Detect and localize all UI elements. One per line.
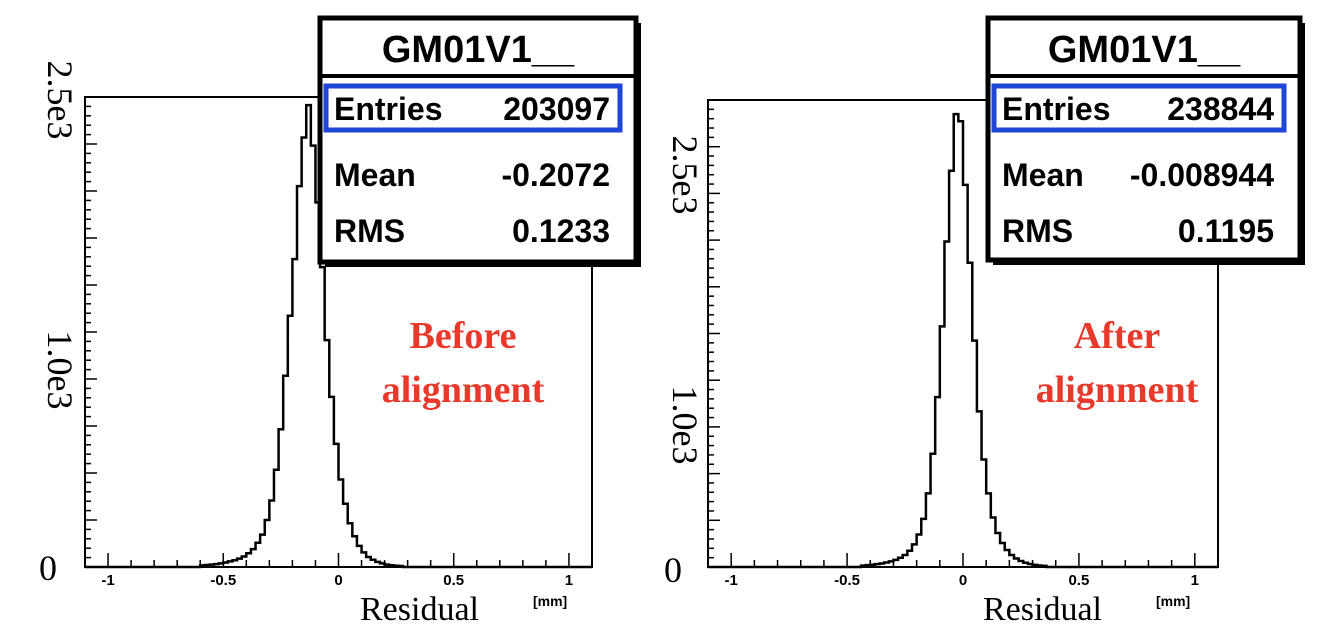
annotation-line-2: alignment [382,369,545,411]
x-axis-unit: [mm] [1156,593,1190,609]
stats-row-value: 203097 [503,91,610,127]
x-axis-unit: [mm] [533,593,567,609]
entries-highlight [991,83,1287,133]
stats-row-value: -0.008944 [1130,157,1274,193]
y-tick-label: 2.5e3 [40,61,80,140]
stats-row-label: Mean [1002,157,1084,193]
y-tick-label: 1.0e3 [40,331,80,410]
annotation-line-2: alignment [1036,369,1199,411]
x-tick-label: 0 [334,572,342,589]
x-tick-label: -0.5 [834,572,860,589]
x-tick-label: 0.5 [443,572,464,589]
stats-row-label: RMS [1002,213,1073,249]
y-tick-label: 2.5e3 [665,136,705,215]
stats-row-label: Entries [1002,91,1110,127]
stats-row-value: 0.1195 [1178,213,1274,249]
x-tick-label: -0.5 [210,572,236,589]
histogram-line [708,112,1218,569]
x-tick-label: 0.5 [1068,572,1089,589]
stats-title: GM01V1__ [1048,29,1241,71]
histogram-line [85,103,592,569]
x-tick-label: -1 [101,572,114,589]
y-tick-label: 0 [664,550,682,590]
x-tick-label: -1 [725,572,738,589]
stats-row-value: -0.2072 [501,157,610,193]
stats-row-label: RMS [334,213,405,249]
annotation-line-1: After [1074,315,1161,357]
entries-highlight [323,83,623,133]
y-tick-label: 0 [39,548,57,588]
x-axis-title: Residual [983,591,1102,628]
annotation-line-1: Before [410,315,517,357]
x-tick-label: 0 [959,572,967,589]
stats-row-label: Mean [334,157,416,193]
stats-box-frame [317,15,639,265]
histogram-panel-after: -1 -0.5 0 0.5 1 0 1.0e3 2.5e3 Residual [mm] After a… [664,15,1305,628]
y-tick-label: 1.0e3 [665,386,705,465]
histogram-panel-before: -1 -0.5 0 0.5 1 0 1.0e3 2.5e3 Residual [mm] Before… [39,15,641,628]
stats-row-value: 238844 [1167,91,1274,127]
stats-row-label: Entries [334,91,442,127]
stats-box: GM01V1__ Entries 238844 Mean -0.008944 RMS 0.1… [985,15,1305,265]
x-axis-title: Residual [360,591,479,628]
stats-title: GM01V1__ [382,29,575,71]
x-tick-label: 1 [1191,572,1199,589]
stats-row-value: 0.1233 [512,213,610,249]
stats-box: GM01V1__ Entries 203097 Mean -0.2072 RMS 0.123… [317,15,641,267]
stats-box-frame [985,15,1303,263]
x-tick-label: 1 [565,572,573,589]
